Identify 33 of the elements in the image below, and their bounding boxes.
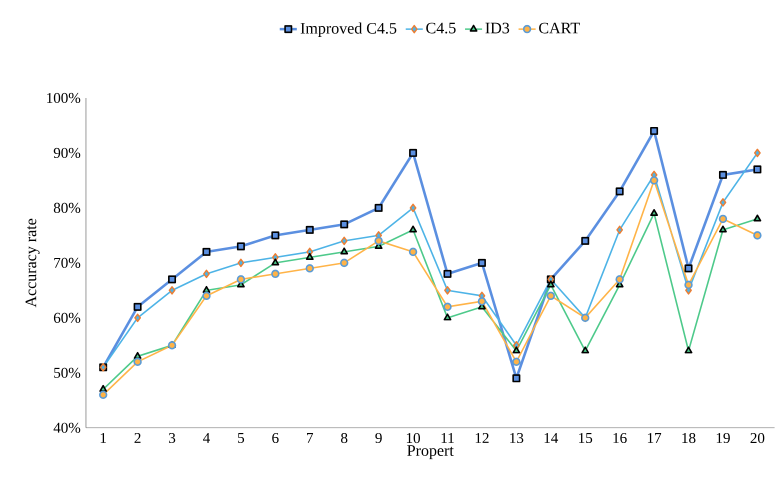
y-tick-label: 70% xyxy=(54,258,80,268)
legend-label: CART xyxy=(539,22,580,34)
x-tick-label: 6 xyxy=(272,433,279,444)
x-tick-label: 15 xyxy=(579,433,592,444)
x-tick-label: 12 xyxy=(476,433,489,444)
x-tick-label: 18 xyxy=(682,433,696,444)
x-tick-label: 16 xyxy=(613,433,627,444)
x-tick-label: 7 xyxy=(307,433,314,443)
legend-label: C4.5 xyxy=(426,22,456,34)
y-tick-label: 90% xyxy=(54,148,80,158)
x-tick-label: 9 xyxy=(375,433,382,444)
x-tick-label: 10 xyxy=(406,433,420,444)
y-tick-label: 50% xyxy=(54,368,80,378)
x-tick-label: 17 xyxy=(648,433,662,443)
x-tick-label: 3 xyxy=(169,433,176,444)
y-tick-label: 60% xyxy=(54,312,80,324)
y-tick-label: 40% xyxy=(54,422,80,433)
y-axis-title: Accuracy rate xyxy=(26,218,40,308)
x-tick-label: 19 xyxy=(716,433,730,444)
x-tick-label: 2 xyxy=(134,433,141,444)
y-tick-label: 80% xyxy=(54,202,80,214)
x-tick-label: 5 xyxy=(238,433,244,444)
x-tick-label: 13 xyxy=(510,433,524,444)
x-tick-label: 14 xyxy=(544,433,558,443)
legend-label: ID3 xyxy=(485,22,510,34)
y-tick-label: 100% xyxy=(47,92,80,104)
x-tick-label: 11 xyxy=(442,433,454,443)
x-tick-label: 4 xyxy=(203,433,210,443)
legend-label: Improved C4.5 xyxy=(300,22,396,38)
x-tick-label: 20 xyxy=(750,433,764,444)
x-tick-label: 1 xyxy=(100,433,106,443)
x-axis-title: Propert xyxy=(407,445,454,460)
x-tick-label: 8 xyxy=(341,433,348,444)
